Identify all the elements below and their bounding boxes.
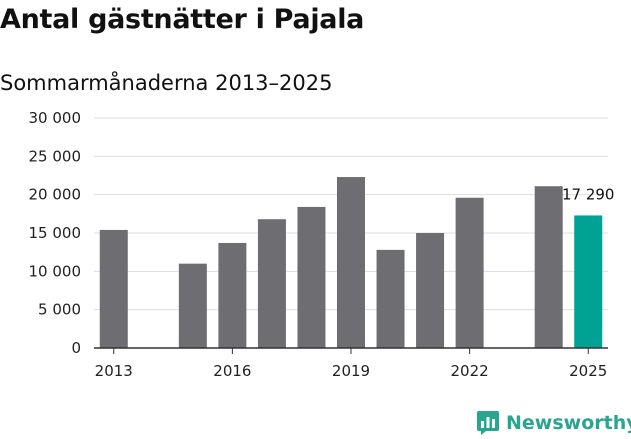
data-label: 17 290 (562, 185, 615, 203)
x-tick-label: 2016 (213, 362, 251, 380)
bar-2013 (99, 229, 128, 348)
chart-subtitle: Sommarmånaderna 2013–2025 (0, 71, 333, 95)
y-tick-label: 20 000 (29, 186, 82, 204)
bar-chart: 0 5 000 10 000 15 000 20 000 25 000 30 000 17 2… (29, 109, 615, 380)
brand-name: Newsworthy (506, 412, 631, 434)
bar-2019 (337, 177, 365, 348)
newsworthy-brand: Newsworthy (476, 408, 631, 438)
x-tick-label: 2019 (332, 362, 370, 380)
newsworthy-logo-icon (477, 411, 499, 435)
bar-2017 (257, 219, 286, 348)
x-tick-label: 2013 (95, 362, 133, 380)
y-tick-label: 15 000 (29, 224, 82, 242)
x-tick-label: 2025 (569, 362, 607, 380)
bar-2018 (297, 206, 326, 348)
bar-2022 (455, 197, 484, 348)
y-tick-label: 30 000 (29, 109, 82, 127)
bar-2021 (416, 233, 445, 348)
bar-2015 (178, 263, 207, 348)
y-tick-label: 0 (71, 339, 81, 357)
highlight-bar-2025 (574, 215, 603, 348)
y-tick-label: 5 000 (38, 301, 81, 319)
x-tick-label: 2022 (451, 362, 489, 380)
y-tick-label: 25 000 (29, 147, 82, 165)
bar-2020 (376, 249, 405, 348)
y-tick-label: 10 000 (29, 262, 82, 280)
chart-title: Antal gästnätter i Pajala (0, 4, 365, 35)
bar-2016 (218, 242, 247, 348)
bar-2024 (534, 186, 563, 348)
